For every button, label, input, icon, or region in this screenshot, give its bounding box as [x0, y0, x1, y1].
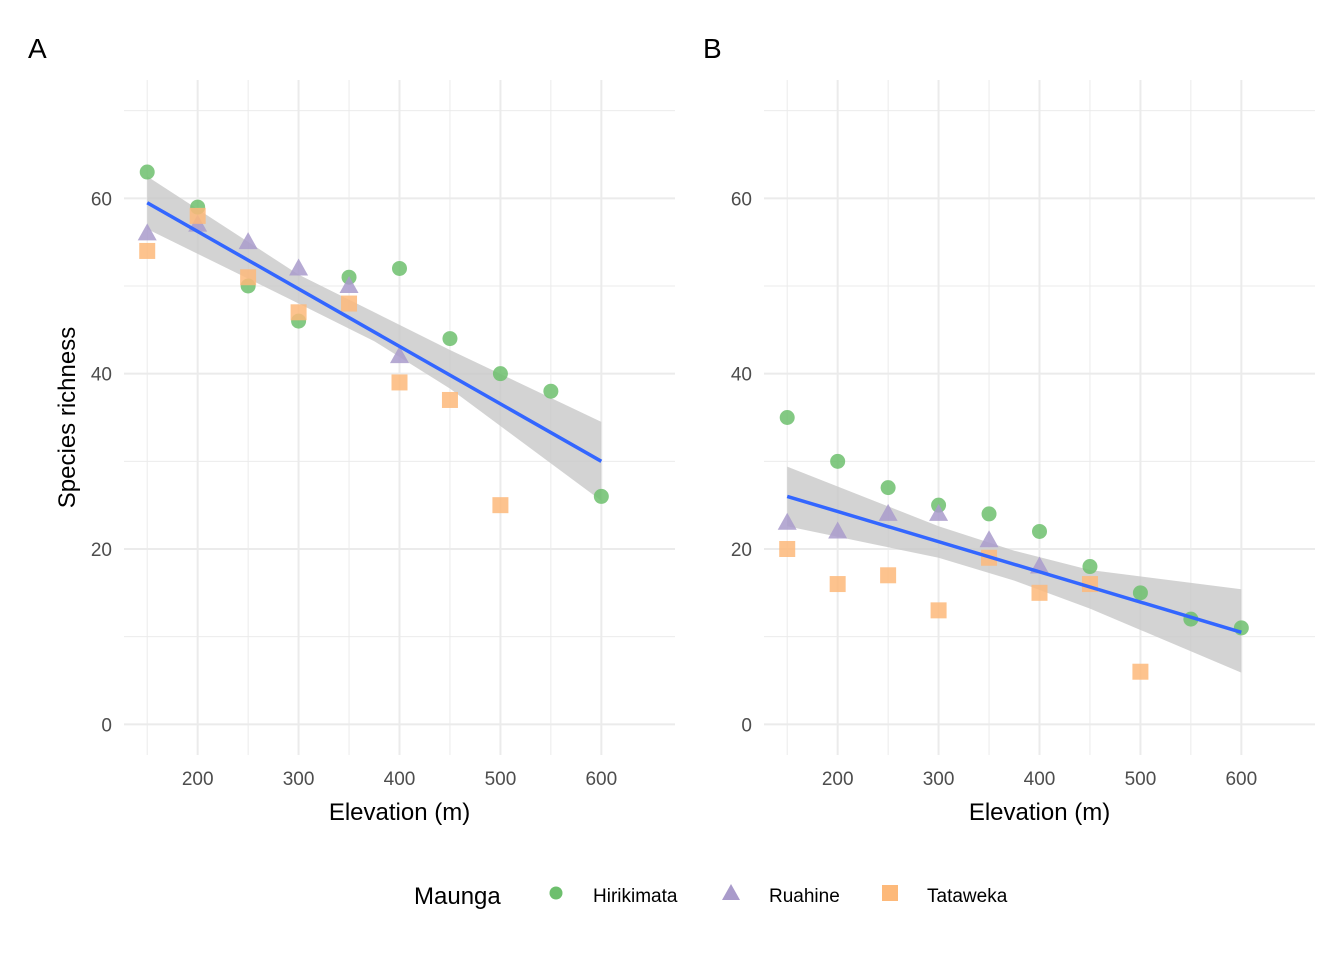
panel-b-point-hirikimata: [1082, 559, 1098, 575]
legend-label-hirikimata: Hirikimata: [593, 886, 678, 907]
panel-b-plot: 200 300 400 500 600 0 20 40 60 Elevation (m) B: [703, 33, 1315, 826]
panel-a-point-tataweka: [492, 497, 509, 514]
panel-b-point-tataweka: [1132, 663, 1149, 680]
panel-a-point-tataweka: [240, 269, 257, 286]
panel-b-point-ruahine: [777, 512, 797, 530]
panel-b-x-tick-label: 200: [822, 769, 854, 790]
panel-a-point-ruahine: [137, 223, 157, 241]
panel-a-x-tick-label: 600: [585, 769, 617, 790]
panel-b-y-tick-label: 60: [731, 189, 752, 210]
panel-b-point-ruahine: [979, 530, 999, 548]
panel-b-point-hirikimata: [1132, 585, 1148, 601]
panel-b-point-hirikimata: [880, 480, 896, 496]
panel-a-x-tick-label: 300: [283, 769, 315, 790]
panel-b-point-tataweka: [880, 567, 897, 584]
panel-a-point-hirikimata: [139, 164, 155, 180]
panel-a-point-hirikimata: [543, 383, 559, 399]
panel-b-point-hirikimata: [1233, 620, 1249, 636]
panel-b-point-hirikimata: [1032, 523, 1047, 539]
panel-a-x-axis-title: Elevation (m): [329, 799, 470, 826]
panel-a-x-tick-label: 500: [485, 769, 517, 790]
panel-a-point-tataweka: [139, 242, 156, 259]
panel-b-label: B: [703, 33, 722, 64]
panel-a-point-hirikimata: [442, 331, 458, 347]
panel-a-confidence-band: [147, 176, 602, 501]
panel-a-y-tick-label: 40: [91, 365, 112, 386]
legend-key-tataweka: [882, 885, 898, 901]
legend-label-ruahine: Ruahine: [769, 886, 840, 907]
panel-b-x-tick-label: 500: [1125, 769, 1157, 790]
legend-key-ruahine: [722, 884, 740, 900]
panel-b-fit-line: [786, 494, 1242, 634]
panel-a-plot: 200 300 400 500 600 0 20 40 60 Elevation (m) Speci…: [28, 33, 675, 826]
panel-b-point-hirikimata: [830, 453, 846, 469]
legend-label-tataweka: Tataweka: [927, 886, 1008, 907]
panel-a-point-ruahine: [289, 258, 309, 276]
panel-a-label: A: [28, 33, 47, 64]
panel-a-x-tick-label: 400: [384, 769, 416, 790]
panel-b-x-tick-label: 300: [923, 769, 955, 790]
panel-a-point-ruahine: [339, 276, 359, 294]
panel-b-point-tataweka: [829, 576, 846, 593]
panel-a-fit-line: [146, 201, 603, 463]
panel-a-y-tick-label: 60: [91, 189, 112, 210]
panel-a-point-hirikimata: [593, 488, 609, 504]
panel-a-point-tataweka: [391, 374, 408, 391]
panel-a-point-hirikimata: [492, 366, 508, 382]
panel-a-point-hirikimata: [392, 260, 407, 276]
panel-a-y-axis-title: Species richness: [54, 327, 81, 508]
panel-a-point-tataweka: [441, 391, 458, 408]
panel-a-point-tataweka: [341, 295, 358, 312]
legend-title: Maunga: [414, 883, 501, 910]
panel-b-point-tataweka: [779, 540, 796, 557]
panel-b-point-tataweka: [930, 602, 947, 619]
panel-a-y-tick-label: 0: [101, 715, 112, 736]
legend-key-hirikimata: [549, 886, 563, 900]
panel-b-x-axis-title: Elevation (m): [969, 799, 1110, 826]
panel-a-y-tick-label: 20: [91, 540, 112, 561]
panel-b-x-tick-label: 400: [1024, 769, 1056, 790]
panel-b-x-tick-label: 600: [1225, 769, 1257, 790]
panel-b-point-hirikimata: [779, 410, 795, 425]
panel-b-y-tick-label: 20: [731, 540, 752, 561]
panel-b-point-ruahine: [828, 521, 848, 539]
panel-b-y-tick-label: 40: [731, 365, 752, 386]
panel-b-y-tick-label: 0: [741, 715, 752, 736]
panel-a-point-tataweka: [290, 304, 307, 321]
panel-a-x-tick-label: 200: [182, 769, 214, 790]
panel-b-point-ruahine: [929, 503, 949, 521]
panel-a-point-ruahine: [238, 232, 258, 250]
panel-b-point-hirikimata: [981, 506, 997, 522]
panel-a-point-ruahine: [390, 346, 409, 364]
legend: Maunga Hirikimata Ruahine Tataweka: [414, 883, 1008, 910]
panel-a-point-tataweka: [189, 207, 206, 224]
panel-b-point-ruahine: [878, 503, 898, 521]
panel-b-point-tataweka: [1031, 584, 1048, 601]
panel-b-confidence-band: [787, 466, 1242, 673]
